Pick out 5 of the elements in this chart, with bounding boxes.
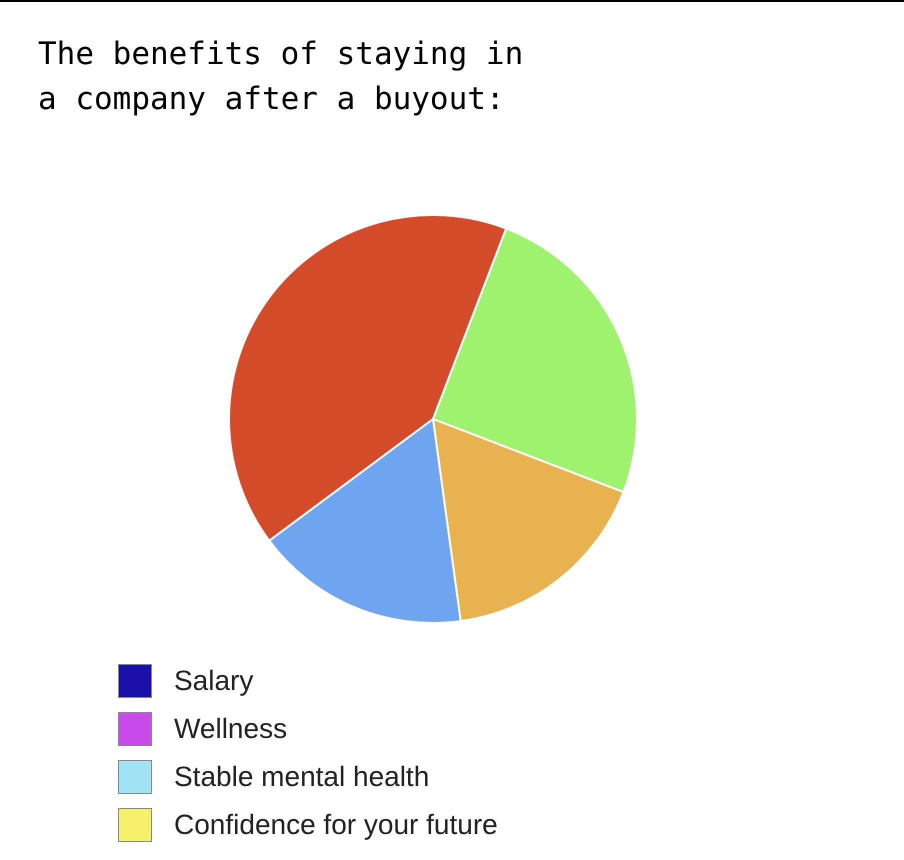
- text: Stable mental health: [174, 761, 430, 793]
- chart-title: The benefits of staying in a company after a buyout:: [38, 35, 524, 119]
- text: Salary: [174, 665, 254, 697]
- text: Confidence for your future: [174, 809, 498, 841]
- text: Wellness: [174, 713, 288, 745]
